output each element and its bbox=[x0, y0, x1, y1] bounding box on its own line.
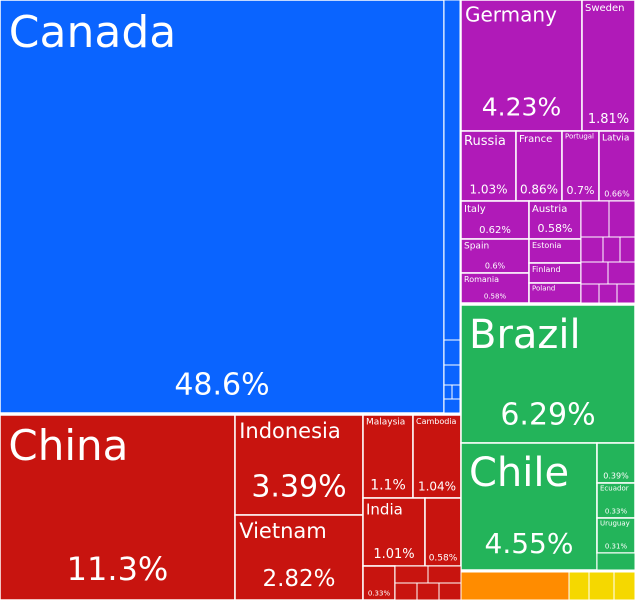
tile-name: Finland bbox=[532, 265, 561, 274]
tile bbox=[613, 571, 636, 600]
tile bbox=[580, 236, 604, 263]
tile bbox=[580, 283, 600, 304]
tile bbox=[424, 497, 462, 567]
tile-value: 1.04% bbox=[418, 480, 456, 494]
tile bbox=[362, 565, 396, 600]
tile bbox=[602, 236, 621, 263]
tile bbox=[427, 565, 462, 584]
tile-name: Sweden bbox=[585, 3, 625, 14]
tile bbox=[580, 200, 610, 238]
tile-value: 0.62% bbox=[479, 225, 511, 236]
tile-name: Ecuador bbox=[600, 485, 629, 493]
tile-value: 0.33% bbox=[368, 590, 391, 598]
tile bbox=[451, 384, 461, 400]
tile bbox=[460, 200, 530, 240]
tile bbox=[460, 238, 530, 274]
tile bbox=[596, 482, 636, 519]
tile-name: Canada bbox=[9, 7, 176, 58]
tile bbox=[581, 0, 636, 132]
tile bbox=[596, 552, 636, 571]
tile bbox=[443, 398, 461, 414]
tile-value: 1.1% bbox=[370, 477, 406, 493]
tile-name: Spain bbox=[464, 242, 489, 252]
tile bbox=[528, 238, 582, 264]
tile-name: China bbox=[8, 421, 128, 470]
tile-value: 11.3% bbox=[67, 550, 169, 588]
tile-value: 0.31% bbox=[605, 543, 628, 551]
tile bbox=[598, 130, 636, 202]
tile bbox=[608, 200, 636, 238]
tile bbox=[438, 582, 462, 600]
tile bbox=[234, 414, 364, 516]
tile-name: Portugal bbox=[565, 133, 594, 141]
tile-name: Italy bbox=[464, 204, 486, 215]
tile bbox=[460, 0, 583, 132]
tile bbox=[443, 384, 453, 400]
tile-name: India bbox=[366, 501, 403, 519]
tile bbox=[619, 236, 636, 263]
tile-value: 1.81% bbox=[588, 112, 629, 127]
tile-value: 2.82% bbox=[262, 566, 335, 592]
tile-name: Brazil bbox=[469, 312, 581, 358]
tile-value: 0.7% bbox=[567, 184, 595, 197]
tile bbox=[460, 304, 636, 444]
tile bbox=[460, 442, 598, 571]
tile-value: 0.6% bbox=[485, 261, 506, 270]
tile bbox=[362, 414, 414, 499]
tile bbox=[0, 414, 236, 600]
tile-name: Romania bbox=[464, 275, 499, 284]
tile bbox=[0, 0, 445, 414]
tile bbox=[598, 283, 618, 304]
tile bbox=[616, 283, 636, 304]
tile-name: France bbox=[519, 134, 552, 145]
tile-name: Cambodia bbox=[416, 417, 457, 426]
tile-name: Austria bbox=[532, 204, 567, 215]
tile-name: Germany bbox=[465, 3, 557, 27]
tile bbox=[588, 571, 615, 600]
tile-value: 0.58% bbox=[538, 222, 573, 235]
tile bbox=[580, 261, 609, 285]
tile-name: Vietnam bbox=[239, 519, 327, 543]
tile bbox=[394, 582, 418, 600]
tile-value: 6.29% bbox=[500, 398, 595, 433]
tile bbox=[515, 130, 563, 202]
tile-value: 4.55% bbox=[485, 527, 574, 560]
tile-value: 1.01% bbox=[373, 547, 414, 562]
tile-value: 1.03% bbox=[469, 183, 507, 197]
tile-value: 3.39% bbox=[251, 470, 346, 505]
small-tiles bbox=[394, 0, 636, 600]
tile bbox=[528, 200, 582, 240]
tile-value: 0.58% bbox=[484, 293, 507, 301]
tile-name: Chile bbox=[469, 450, 569, 496]
tile-name: Estonia bbox=[532, 241, 562, 250]
tile bbox=[234, 514, 364, 600]
tile bbox=[394, 565, 429, 584]
tile-name: Indonesia bbox=[239, 419, 341, 443]
tile-value: 0.39% bbox=[603, 471, 629, 480]
tile bbox=[443, 339, 461, 366]
tile-value: 0.86% bbox=[520, 183, 558, 197]
tile bbox=[416, 582, 440, 600]
tile bbox=[412, 414, 462, 499]
tile bbox=[460, 272, 530, 304]
tile-name: Russia bbox=[464, 134, 506, 149]
tile-name: Latvia bbox=[602, 134, 629, 144]
tile-name: Malaysia bbox=[366, 418, 405, 428]
tile bbox=[568, 571, 590, 600]
tile bbox=[596, 517, 636, 554]
tile bbox=[443, 364, 461, 386]
tile-value: 0.58% bbox=[429, 553, 458, 563]
tile bbox=[607, 261, 636, 285]
tile bbox=[460, 571, 570, 600]
tile-value: 0.33% bbox=[605, 508, 628, 516]
tile-name: Poland bbox=[532, 285, 555, 293]
tile-value: 4.23% bbox=[482, 93, 561, 122]
tile-value: 48.6% bbox=[174, 368, 269, 403]
tile bbox=[596, 442, 636, 484]
tile-value: 0.66% bbox=[604, 189, 630, 198]
tile-name: Uruguay bbox=[600, 520, 630, 528]
